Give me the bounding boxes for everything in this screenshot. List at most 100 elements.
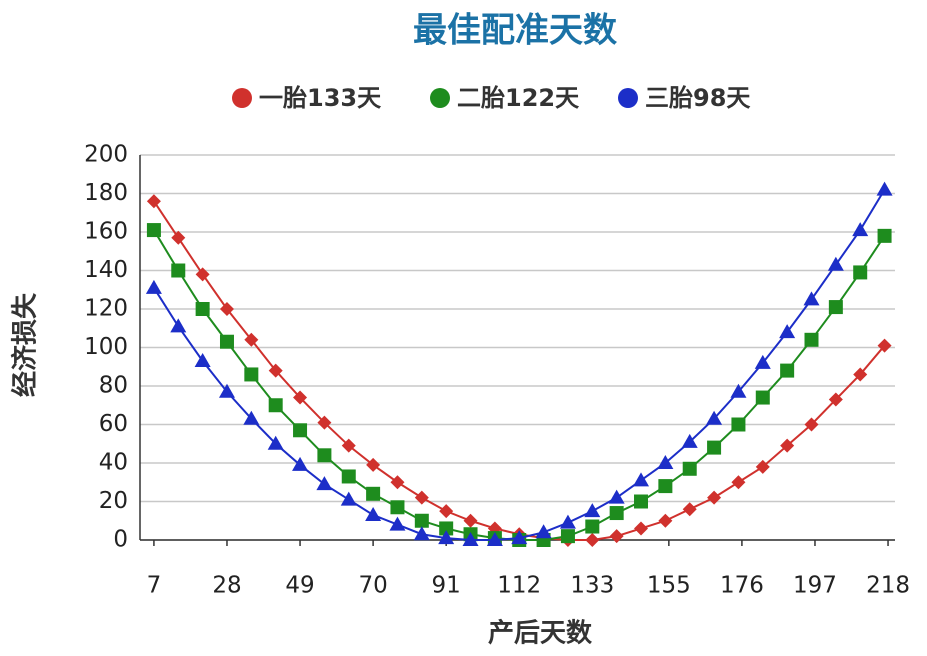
marker bbox=[560, 529, 575, 544]
x-tick-label: 218 bbox=[866, 573, 910, 599]
marker bbox=[414, 513, 429, 528]
legend-label: 一胎133天 bbox=[259, 84, 381, 112]
marker bbox=[145, 279, 162, 294]
marker bbox=[438, 530, 455, 545]
marker bbox=[828, 300, 843, 315]
marker bbox=[170, 318, 187, 333]
x-tick-label: 176 bbox=[720, 573, 764, 599]
marker bbox=[439, 521, 454, 536]
marker bbox=[194, 352, 211, 367]
marker bbox=[852, 222, 869, 237]
marker bbox=[633, 472, 650, 487]
marker bbox=[146, 194, 161, 209]
marker bbox=[658, 513, 673, 528]
y-tick-label: 120 bbox=[84, 296, 128, 322]
marker bbox=[877, 338, 892, 353]
marker bbox=[585, 533, 600, 547]
y-tick-label: 180 bbox=[84, 180, 128, 206]
series-line bbox=[153, 229, 886, 541]
marker bbox=[293, 390, 308, 405]
y-tick-label: 20 bbox=[99, 488, 128, 514]
marker bbox=[707, 440, 722, 455]
marker bbox=[413, 526, 430, 541]
marker bbox=[244, 332, 259, 347]
marker bbox=[267, 435, 284, 450]
marker bbox=[146, 223, 161, 238]
marker bbox=[292, 456, 309, 471]
marker bbox=[366, 486, 381, 501]
marker bbox=[779, 324, 796, 339]
marker bbox=[511, 530, 528, 545]
marker bbox=[609, 506, 624, 521]
x-tick-label: 7 bbox=[147, 573, 162, 599]
marker bbox=[219, 302, 234, 316]
marker bbox=[535, 524, 552, 539]
marker bbox=[731, 417, 746, 432]
marker bbox=[682, 502, 697, 517]
marker bbox=[658, 479, 673, 494]
marker bbox=[730, 383, 747, 398]
marker bbox=[706, 410, 723, 425]
marker bbox=[390, 500, 405, 515]
y-tick-label: 160 bbox=[84, 219, 128, 245]
marker bbox=[755, 459, 770, 474]
y-tick-label: 140 bbox=[84, 257, 128, 283]
y-tick-label: 40 bbox=[99, 450, 128, 476]
marker bbox=[341, 469, 356, 484]
marker bbox=[853, 265, 868, 280]
y-axis-label: 经济损失 bbox=[10, 292, 41, 397]
marker bbox=[828, 392, 843, 407]
marker bbox=[243, 410, 260, 425]
marker bbox=[218, 383, 235, 398]
marker bbox=[268, 363, 283, 378]
marker bbox=[366, 457, 381, 472]
marker bbox=[682, 461, 697, 476]
marker bbox=[293, 423, 308, 438]
x-tick-label: 91 bbox=[432, 573, 461, 599]
x-tick-label: 28 bbox=[212, 573, 241, 599]
marker bbox=[707, 490, 722, 505]
marker bbox=[827, 256, 844, 271]
marker bbox=[608, 489, 625, 504]
y-tick-label: 200 bbox=[84, 142, 128, 168]
marker bbox=[365, 506, 382, 521]
x-tick-label: 133 bbox=[570, 573, 614, 599]
legend-marker bbox=[232, 88, 252, 108]
legend-marker bbox=[618, 88, 638, 108]
marker bbox=[317, 415, 332, 430]
marker bbox=[609, 529, 624, 544]
marker bbox=[389, 516, 406, 531]
chart-title: 最佳配准天数 bbox=[413, 11, 617, 51]
marker bbox=[804, 417, 819, 432]
y-tick-label: 60 bbox=[99, 411, 128, 437]
marker bbox=[584, 503, 601, 518]
series-line bbox=[153, 189, 886, 541]
marker bbox=[657, 455, 674, 469]
marker bbox=[559, 514, 576, 529]
y-tick-label: 80 bbox=[99, 373, 128, 399]
x-tick-label: 155 bbox=[647, 573, 691, 599]
marker bbox=[390, 475, 405, 490]
marker bbox=[463, 513, 478, 528]
legend-label: 三胎98天 bbox=[645, 84, 750, 112]
marker bbox=[634, 521, 649, 536]
marker bbox=[754, 354, 771, 369]
y-tick-label: 0 bbox=[113, 527, 128, 553]
marker bbox=[755, 390, 770, 405]
marker bbox=[877, 228, 892, 243]
x-tick-label: 112 bbox=[497, 573, 541, 599]
marker bbox=[171, 263, 186, 278]
marker bbox=[219, 334, 234, 349]
marker bbox=[681, 433, 698, 448]
legend-label: 二胎122天 bbox=[457, 84, 579, 112]
marker bbox=[171, 230, 186, 245]
marker bbox=[780, 438, 795, 453]
marker bbox=[804, 332, 819, 347]
marker bbox=[341, 438, 356, 453]
x-tick-label: 197 bbox=[793, 573, 837, 599]
marker bbox=[803, 291, 820, 306]
marker bbox=[439, 504, 454, 519]
x-tick-label: 49 bbox=[285, 573, 314, 599]
marker bbox=[414, 490, 429, 505]
